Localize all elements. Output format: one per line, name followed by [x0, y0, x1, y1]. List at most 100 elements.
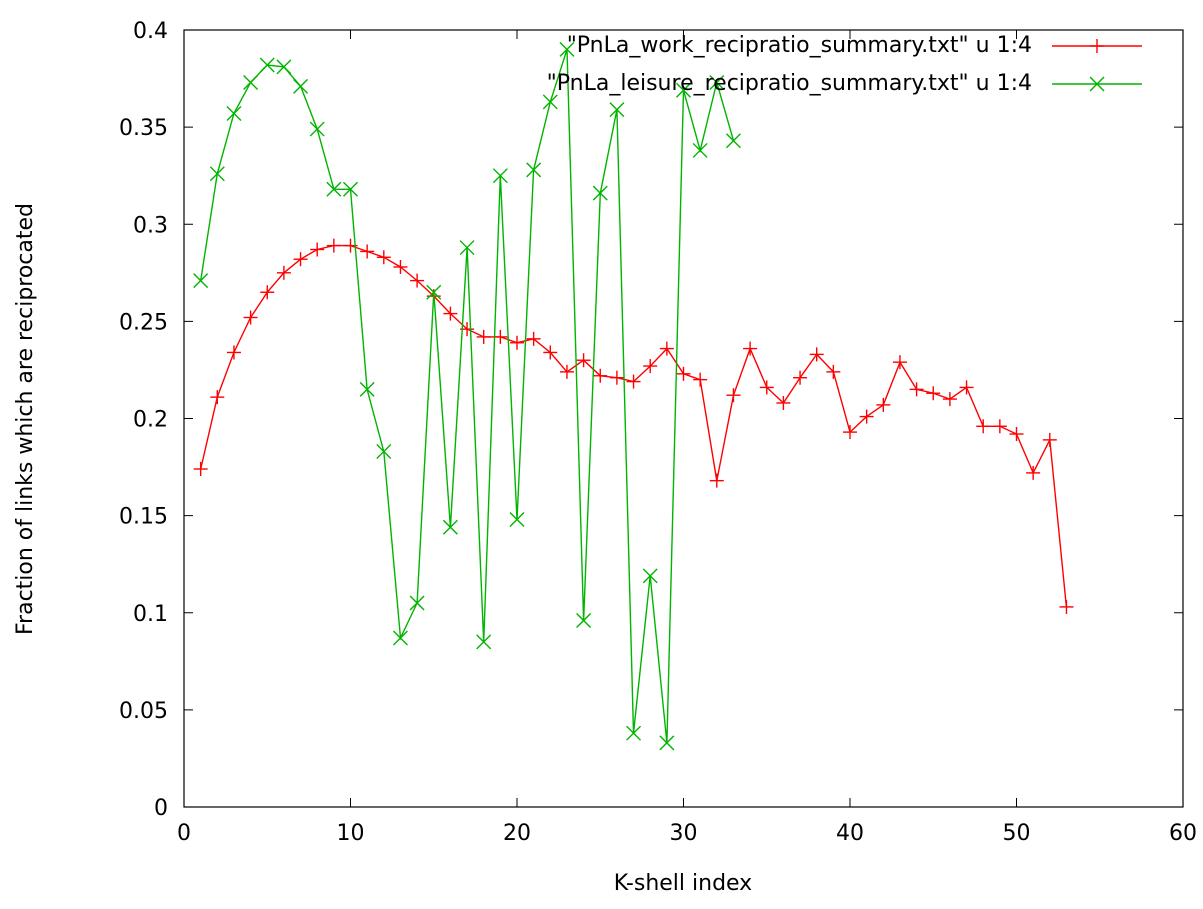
- y-tick-label: 0: [154, 796, 168, 821]
- data-point-work: [793, 370, 808, 385]
- data-point-work: [876, 397, 891, 412]
- data-point-leisure: [609, 102, 625, 118]
- data-point-work: [559, 364, 574, 379]
- y-tick-labels: 0 0.05 0.1 0.15 0.2 0.25 0.3 0.35 0.4: [119, 19, 168, 821]
- data-point-work: [476, 329, 491, 344]
- y-tick-label: 0.05: [119, 699, 168, 724]
- data-point-work: [410, 273, 425, 288]
- data-point-leisure: [592, 185, 608, 201]
- x-tick-label: 20: [503, 821, 531, 846]
- legend-label-leisure: "PnLa_leisure_recipratio_summary.txt" u …: [547, 71, 1032, 96]
- data-point-work: [609, 370, 624, 385]
- data-point-leisure: [193, 273, 209, 289]
- series-line-work: [200, 244, 1068, 607]
- data-point-work: [809, 347, 824, 362]
- data-point-work: [376, 250, 391, 265]
- data-point-leisure: [476, 634, 492, 650]
- axis-ticks: [183, 29, 1184, 808]
- data-point-leisure: [243, 74, 259, 90]
- data-point-leisure: [459, 240, 475, 256]
- data-point-leisure: [576, 613, 592, 629]
- data-point-work: [293, 252, 308, 267]
- data-point-leisure: [559, 41, 575, 57]
- series-layer: [193, 41, 1074, 751]
- x-tick-label: 10: [337, 821, 365, 846]
- data-point-work: [859, 409, 874, 424]
- data-point-leisure: [542, 94, 558, 110]
- series-line-leisure: [200, 49, 735, 743]
- data-point-work: [210, 390, 225, 405]
- data-point-leisure: [209, 166, 225, 182]
- data-point-work: [576, 353, 591, 368]
- data-point-work: [243, 310, 258, 325]
- data-point-work: [493, 329, 508, 344]
- data-point-leisure: [725, 133, 741, 149]
- data-point-leisure: [626, 725, 642, 741]
- data-point-leisure: [259, 57, 275, 73]
- data-point-leisure: [409, 595, 425, 611]
- data-point-work: [776, 395, 791, 410]
- legend-marker-leisure: [1089, 76, 1105, 92]
- data-point-work: [326, 238, 341, 253]
- x-tick-labels: 0 10 20 30 40 50 60: [177, 821, 1197, 846]
- data-point-leisure: [226, 106, 242, 122]
- data-point-work: [360, 244, 375, 259]
- data-point-leisure: [326, 181, 342, 197]
- data-point-work: [1059, 599, 1074, 614]
- y-tick-label: 0.2: [133, 408, 168, 433]
- data-point-work: [726, 388, 741, 403]
- data-point-leisure: [293, 78, 309, 94]
- data-point-leisure: [392, 630, 408, 646]
- data-point-work: [659, 341, 674, 356]
- plot-frame: [183, 29, 1184, 808]
- y-tick-label: 0.4: [133, 19, 168, 44]
- y-tick-label: 0.1: [133, 602, 168, 627]
- y-tick-label: 0.3: [133, 213, 168, 238]
- x-axis-title: K-shell index: [614, 871, 752, 896]
- y-tick-label: 0.35: [119, 116, 168, 141]
- x-tick-label: 50: [1003, 821, 1031, 846]
- data-point-leisure: [492, 168, 508, 184]
- y-axis-title: Fraction of links which are reciprocated: [13, 203, 38, 635]
- data-point-work: [510, 335, 524, 350]
- data-point-leisure: [376, 444, 392, 460]
- data-point-leisure: [692, 142, 708, 158]
- legend-label-work: "PnLa_work_recipratio_summary.txt" u 1:4: [567, 33, 1032, 58]
- data-point-work: [310, 242, 325, 257]
- data-point-work: [992, 419, 1007, 434]
- data-point-work: [276, 265, 291, 280]
- y-tick-label: 0.25: [119, 310, 168, 335]
- data-point-leisure: [426, 284, 442, 300]
- data-point-work: [976, 419, 991, 434]
- data-point-work: [626, 374, 641, 389]
- data-point-leisure: [676, 82, 691, 98]
- data-point-work: [643, 359, 658, 374]
- data-point-work: [393, 259, 408, 274]
- data-point-work: [892, 355, 907, 370]
- data-point-work: [443, 306, 458, 321]
- data-point-work: [1042, 432, 1057, 447]
- x-tick-label: 60: [1169, 821, 1197, 846]
- data-point-leisure: [526, 162, 542, 178]
- data-point-leisure: [309, 121, 325, 137]
- data-point-leisure: [359, 381, 375, 397]
- data-point-work: [826, 364, 841, 379]
- data-point-work: [959, 380, 974, 395]
- x-tick-label: 40: [836, 821, 864, 846]
- data-point-work: [942, 392, 957, 407]
- data-point-work: [260, 285, 275, 300]
- x-tick-label: 30: [670, 821, 698, 846]
- data-point-work: [226, 345, 241, 360]
- data-point-work: [743, 341, 758, 356]
- data-point-work: [526, 331, 541, 346]
- data-point-leisure: [642, 568, 658, 584]
- data-point-work: [843, 425, 857, 440]
- y-tick-label: 0.15: [119, 505, 168, 530]
- data-point-work: [593, 368, 608, 383]
- data-point-work: [543, 345, 558, 360]
- data-point-leisure: [509, 512, 525, 528]
- data-point-work: [759, 380, 774, 395]
- data-point-work: [1009, 427, 1024, 442]
- data-point-work: [676, 366, 691, 381]
